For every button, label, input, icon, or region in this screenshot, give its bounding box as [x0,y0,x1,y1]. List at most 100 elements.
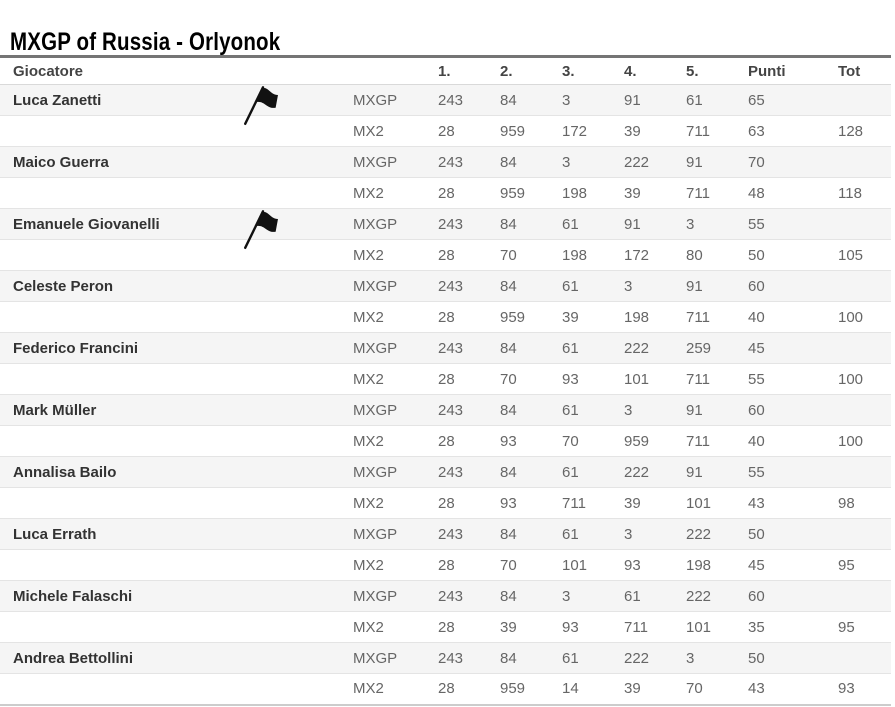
tot-value [825,519,891,550]
score-5: 711 [686,432,710,450]
header-class-spacer [340,56,425,85]
score-4: 172 [624,246,650,264]
punti-value: 65 [748,91,765,109]
class-label: MXGP [353,215,398,233]
score-3: 711 [562,494,586,512]
table-row: MX2 28 70 198 172 80 50 105 [0,239,891,271]
player-name-cell [0,426,225,457]
class-label: MXGP [353,91,398,109]
flag-cell [225,147,340,178]
flag-cell [225,674,340,705]
score-2: 93 [500,432,517,450]
score-2: 93 [500,494,517,512]
flag-cell [225,612,340,643]
score-5: 91 [686,277,703,295]
class-label: MXGP [353,649,398,667]
table-row: Emanuele Giovanelli MXGP 243 84 61 91 3 … [0,208,891,250]
score-3: 61 [562,277,579,295]
score-2: 84 [500,463,517,481]
header-giocatore: Giocatore [0,56,225,85]
score-4: 3 [624,277,633,295]
score-4: 61 [624,587,641,605]
score-1: 243 [438,153,464,171]
punti-value: 63 [748,122,765,140]
score-4: 959 [624,432,650,450]
class-label: MX2 [353,494,384,512]
tot-value: 93 [838,680,855,698]
score-2: 84 [500,215,517,233]
score-4: 3 [624,525,633,543]
score-3: 93 [562,370,579,388]
header-round-1: 1. [425,56,487,85]
player-name-cell: Michele Falaschi [13,587,133,605]
player-name-cell [0,674,225,705]
score-2: 84 [500,401,517,419]
tot-value [825,395,891,426]
flag-cell [225,550,340,581]
flag-cell [225,457,340,488]
tot-value: 100 [838,370,864,388]
class-label: MXGP [353,401,398,419]
score-5: 259 [686,339,712,357]
punti-value: 43 [748,680,765,698]
score-1: 243 [438,277,464,295]
tot-value: 100 [838,432,864,450]
punti-value: 40 [748,308,765,326]
table-row: MX2 28 959 172 39 711 63 128 [0,115,891,147]
score-3: 3 [562,587,571,605]
class-label: MX2 [353,556,384,574]
player-name-cell [0,364,225,395]
score-2: 84 [500,153,517,171]
score-1: 243 [438,649,464,667]
score-1: 243 [438,587,464,605]
score-1: 28 [438,308,455,326]
score-2: 84 [500,277,517,295]
score-3: 198 [562,246,588,264]
score-5: 91 [686,401,703,419]
player-name-cell: Annalisa Bailo [13,463,117,481]
score-2: 70 [500,556,517,574]
score-3: 61 [562,215,579,233]
class-label: MX2 [353,308,384,326]
score-1: 28 [438,494,455,512]
score-4: 39 [624,680,641,698]
score-1: 28 [438,122,455,140]
class-label: MXGP [353,587,398,605]
score-4: 3 [624,401,633,419]
score-3: 172 [562,122,588,140]
tot-value: 118 [838,184,862,202]
table-row: MX2 28 959 14 39 70 43 93 [0,673,891,705]
score-1: 243 [438,463,464,481]
score-2: 70 [500,246,517,264]
score-4: 198 [624,308,650,326]
score-3: 61 [562,525,579,543]
score-3: 61 [562,649,579,667]
player-name-cell: Mark Müller [13,401,97,419]
header-flag-spacer [225,56,340,85]
score-5: 70 [686,680,703,698]
score-1: 243 [438,215,464,233]
class-label: MX2 [353,370,384,388]
header-row: Giocatore 1. 2. 3. 4. 5. Punti Tot [0,56,891,85]
punti-value: 60 [748,401,765,419]
score-5: 3 [686,649,695,667]
score-3: 3 [562,91,571,109]
score-5: 222 [686,525,712,543]
score-4: 222 [624,153,650,171]
score-1: 243 [438,525,464,543]
player-name-cell [0,612,225,643]
punti-value: 50 [748,649,765,667]
table-row: Andrea Bettollini MXGP 243 84 61 222 3 5… [0,642,891,674]
player-name-cell: Federico Francini [13,339,139,357]
score-1: 28 [438,432,455,450]
player-name-cell [0,302,225,333]
score-4: 91 [624,91,641,109]
score-3: 14 [562,680,579,698]
header-round-2: 2. [487,56,549,85]
class-label: MXGP [353,153,398,171]
score-1: 28 [438,246,455,264]
score-3: 70 [562,432,579,450]
tot-value [825,333,891,364]
punti-value: 35 [748,618,765,636]
score-3: 61 [562,401,579,419]
